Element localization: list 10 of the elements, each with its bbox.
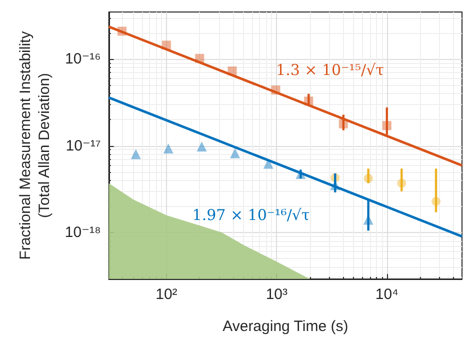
x-tick-label: 10⁴ <box>375 286 398 303</box>
annotation: 1.97 × 10⁻¹⁶/√τ <box>192 206 310 224</box>
annotation: 1.3 × 10⁻¹⁵/√τ <box>276 61 384 79</box>
y-tick-label: 10⁻¹⁸ <box>64 224 101 241</box>
y-tick-label: 10⁻¹⁶ <box>65 50 101 68</box>
y-tick-label: 10⁻¹⁷ <box>66 137 101 154</box>
y-axis-title: Fractional Measurement Instability (Total Allan Deviation) <box>17 30 53 260</box>
x-tick-label: 10² <box>156 286 178 303</box>
x-tick-label: 10³ <box>266 286 288 303</box>
x-axis-title: Averaging Time (s) <box>222 318 348 335</box>
